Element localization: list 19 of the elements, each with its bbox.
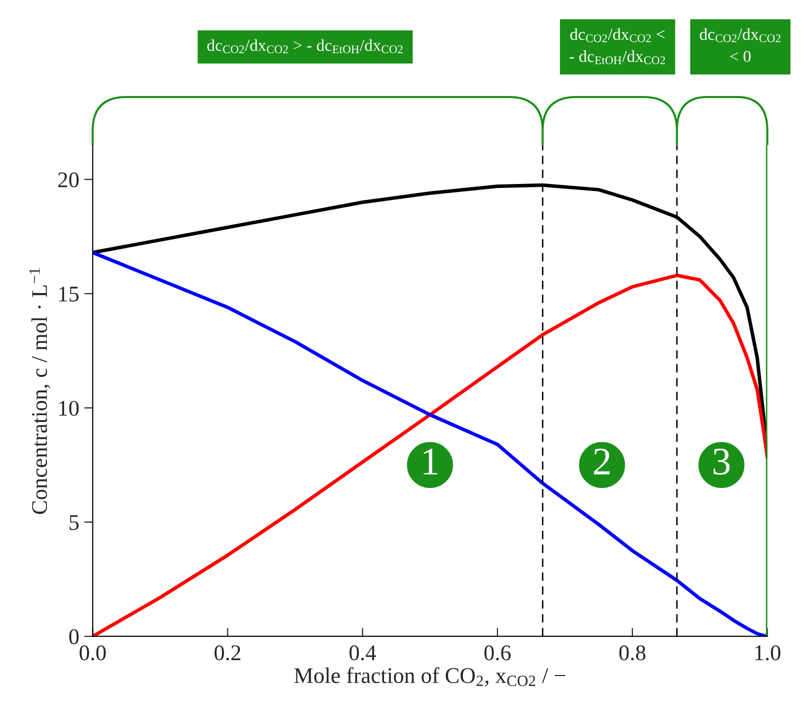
y-tick-label: 5 — [70, 515, 79, 530]
text: dc$_{CO2}$/dx$_{CO2}$ > - dc$_{EtOH}$/dx$_{CO2}$ — [207, 39, 403, 54]
annotation: 1 — [424, 448, 438, 474]
y-axis-title: Concentration, c / mol · L$^{−1}$ — [29, 268, 50, 514]
x-tick-label: 0.4 — [349, 645, 376, 660]
y-tick-label: 0 — [69, 629, 79, 644]
annotation: 2 — [594, 448, 610, 474]
y-tick-label: 10 — [59, 400, 79, 416]
text: dc$_{CO2}$/dx$_{CO2}$ < 0 — [700, 28, 780, 62]
y-tick-label: 15 — [59, 286, 79, 302]
x-tick-label: 0.6 — [484, 645, 511, 660]
x-tick-label: 0.8 — [619, 645, 646, 660]
x-tick-label: 1.0 — [755, 645, 780, 660]
annotation: 3 — [714, 448, 730, 475]
y-tick-label: 20 — [58, 172, 79, 188]
x-tick-label: 0.0 — [80, 645, 106, 660]
text: dc$_{CO2}$/dx$_{CO2}$ < - dc$_{EtOH}$/dx$_{CO2}$ — [570, 28, 665, 64]
x-axis-title: Mole fraction of CO$_{2}$, x$_{CO2}$ / − — [294, 667, 566, 686]
x-tick-label: 0.2 — [214, 645, 240, 660]
